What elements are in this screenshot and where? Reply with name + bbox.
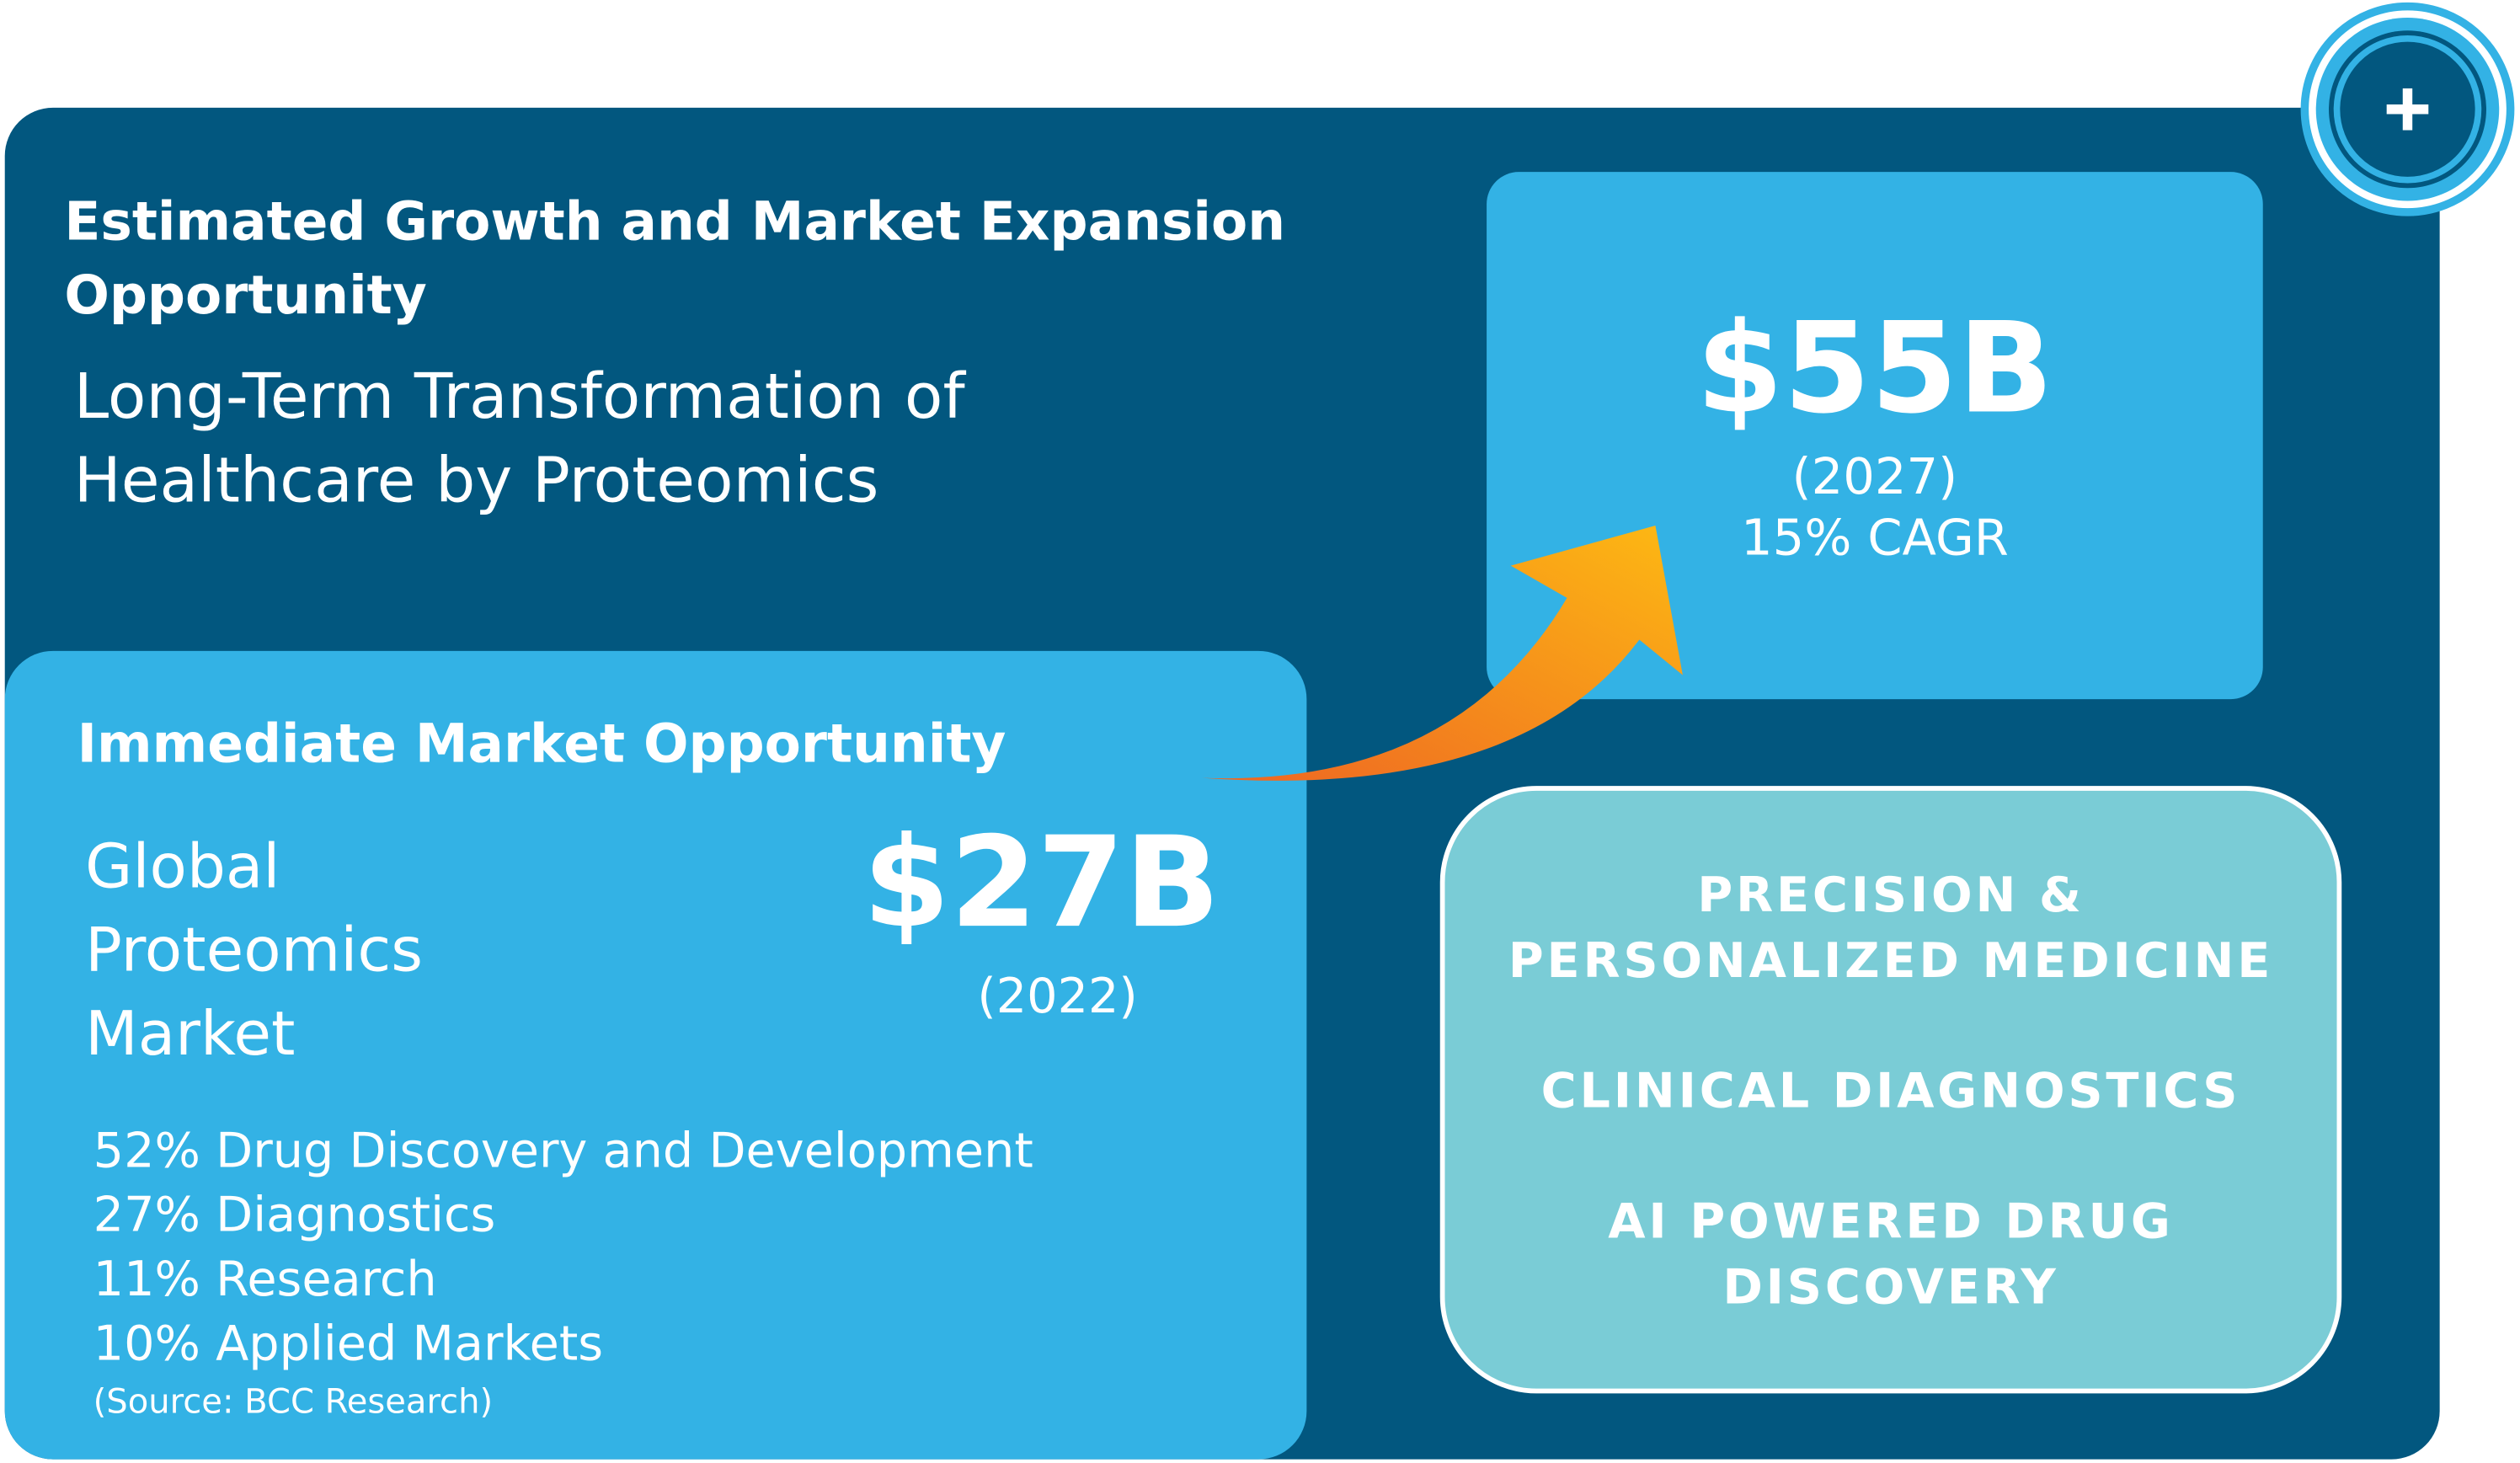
breakdown-item: 27% Diagnostics <box>93 1188 496 1244</box>
current-market-year: (2022) <box>977 969 1138 1026</box>
future-market-cagr: 15% CAGR <box>1740 509 2009 568</box>
subtitle: Long-Term Transformation of Healthcare b… <box>73 361 965 518</box>
breakdown-item: 52% Drug Discovery and Development <box>93 1123 1033 1180</box>
heading: Estimated Growth and Market Expansion Op… <box>64 190 1286 327</box>
immediate-market-title: Immediate Market Opportunity <box>77 712 1006 775</box>
market-label: Global Proteomics Market <box>85 830 424 1069</box>
area-item: CLINICAL DIAGNOSTICS <box>1540 1064 2241 1121</box>
future-market-year: (2027) <box>1791 448 1958 507</box>
area-item: AI POWERED DRUG DISCOVERY <box>1608 1193 2174 1316</box>
application-areas-box: PRECISION & PERSONALIZED MEDICINE CLINIC… <box>1439 786 2342 1394</box>
current-market-value: $27B <box>862 811 1220 957</box>
future-market-box: $55B (2027) 15% CAGR <box>1487 172 2263 700</box>
breakdown-item: 10% Applied Markets <box>93 1316 604 1373</box>
breakdown-item: 11% Research <box>93 1252 437 1309</box>
immediate-market-box: Immediate Market Opportunity Global Prot… <box>4 650 1307 1460</box>
market-breakdown: 52% Drug Discovery and Development 27% D… <box>93 1120 1033 1377</box>
area-item: PRECISION & PERSONALIZED MEDICINE <box>1508 868 2274 990</box>
plus-icon[interactable] <box>2300 2 2516 217</box>
source-note: (Source: BCC Research) <box>93 1382 494 1421</box>
future-market-value: $55B <box>1695 297 2053 442</box>
